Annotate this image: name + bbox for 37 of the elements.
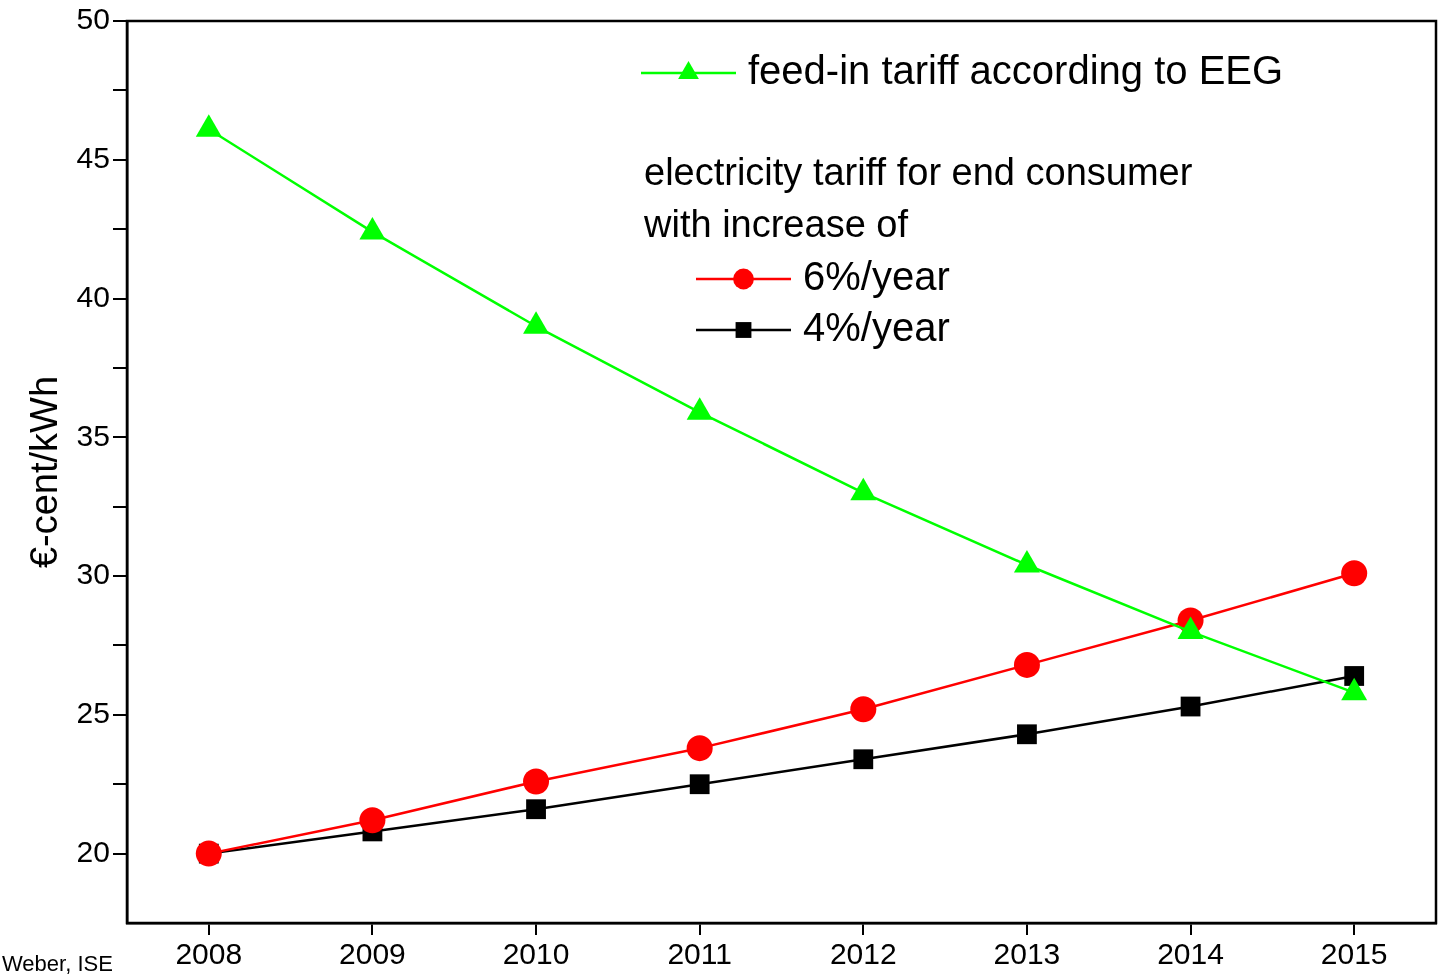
- point: [359, 807, 386, 834]
- y-tick-label: 30: [76, 557, 110, 591]
- x-tick-label: 2011: [667, 937, 732, 971]
- point: [1017, 724, 1037, 745]
- x-tick-label: 2015: [1320, 937, 1388, 971]
- point: [850, 477, 877, 501]
- point: [1341, 560, 1368, 587]
- point: [1013, 651, 1040, 678]
- point: [686, 397, 713, 420]
- y-tick-label: 20: [76, 834, 110, 868]
- point: [850, 696, 877, 723]
- x-tick-label: 2009: [339, 937, 406, 971]
- point: [195, 114, 222, 137]
- x-tick-label: 2012: [829, 937, 897, 971]
- legend-label: 4%/year: [803, 305, 950, 350]
- x-tick-label: 2014: [1157, 937, 1224, 971]
- y-tick-label: 25: [76, 696, 110, 730]
- legend-title: electricity tariff for end consumer with increase of: [643, 151, 1193, 246]
- y-tick-label: 40: [76, 279, 110, 313]
- point: [359, 216, 386, 240]
- x-tick-label: 2008: [175, 937, 243, 971]
- point: [523, 311, 550, 334]
- legend-label: 6%/year: [803, 254, 950, 299]
- y-axis-title: €-cent/kWh: [23, 375, 66, 569]
- y-tick-label: 45: [76, 141, 110, 175]
- point: [523, 768, 550, 795]
- point: [686, 735, 713, 762]
- legend-label: feed-in tariff according to EEG: [748, 48, 1284, 93]
- y-tick-label: 35: [76, 418, 110, 452]
- y-tick-label: 50: [76, 2, 110, 36]
- point: [689, 774, 710, 795]
- x-tick-label: 2013: [993, 937, 1061, 971]
- point: [526, 799, 546, 820]
- point: [853, 749, 874, 770]
- x-tick-label: 2010: [502, 937, 570, 971]
- text: Weber, ISE: [2, 951, 113, 977]
- point: [1180, 696, 1201, 717]
